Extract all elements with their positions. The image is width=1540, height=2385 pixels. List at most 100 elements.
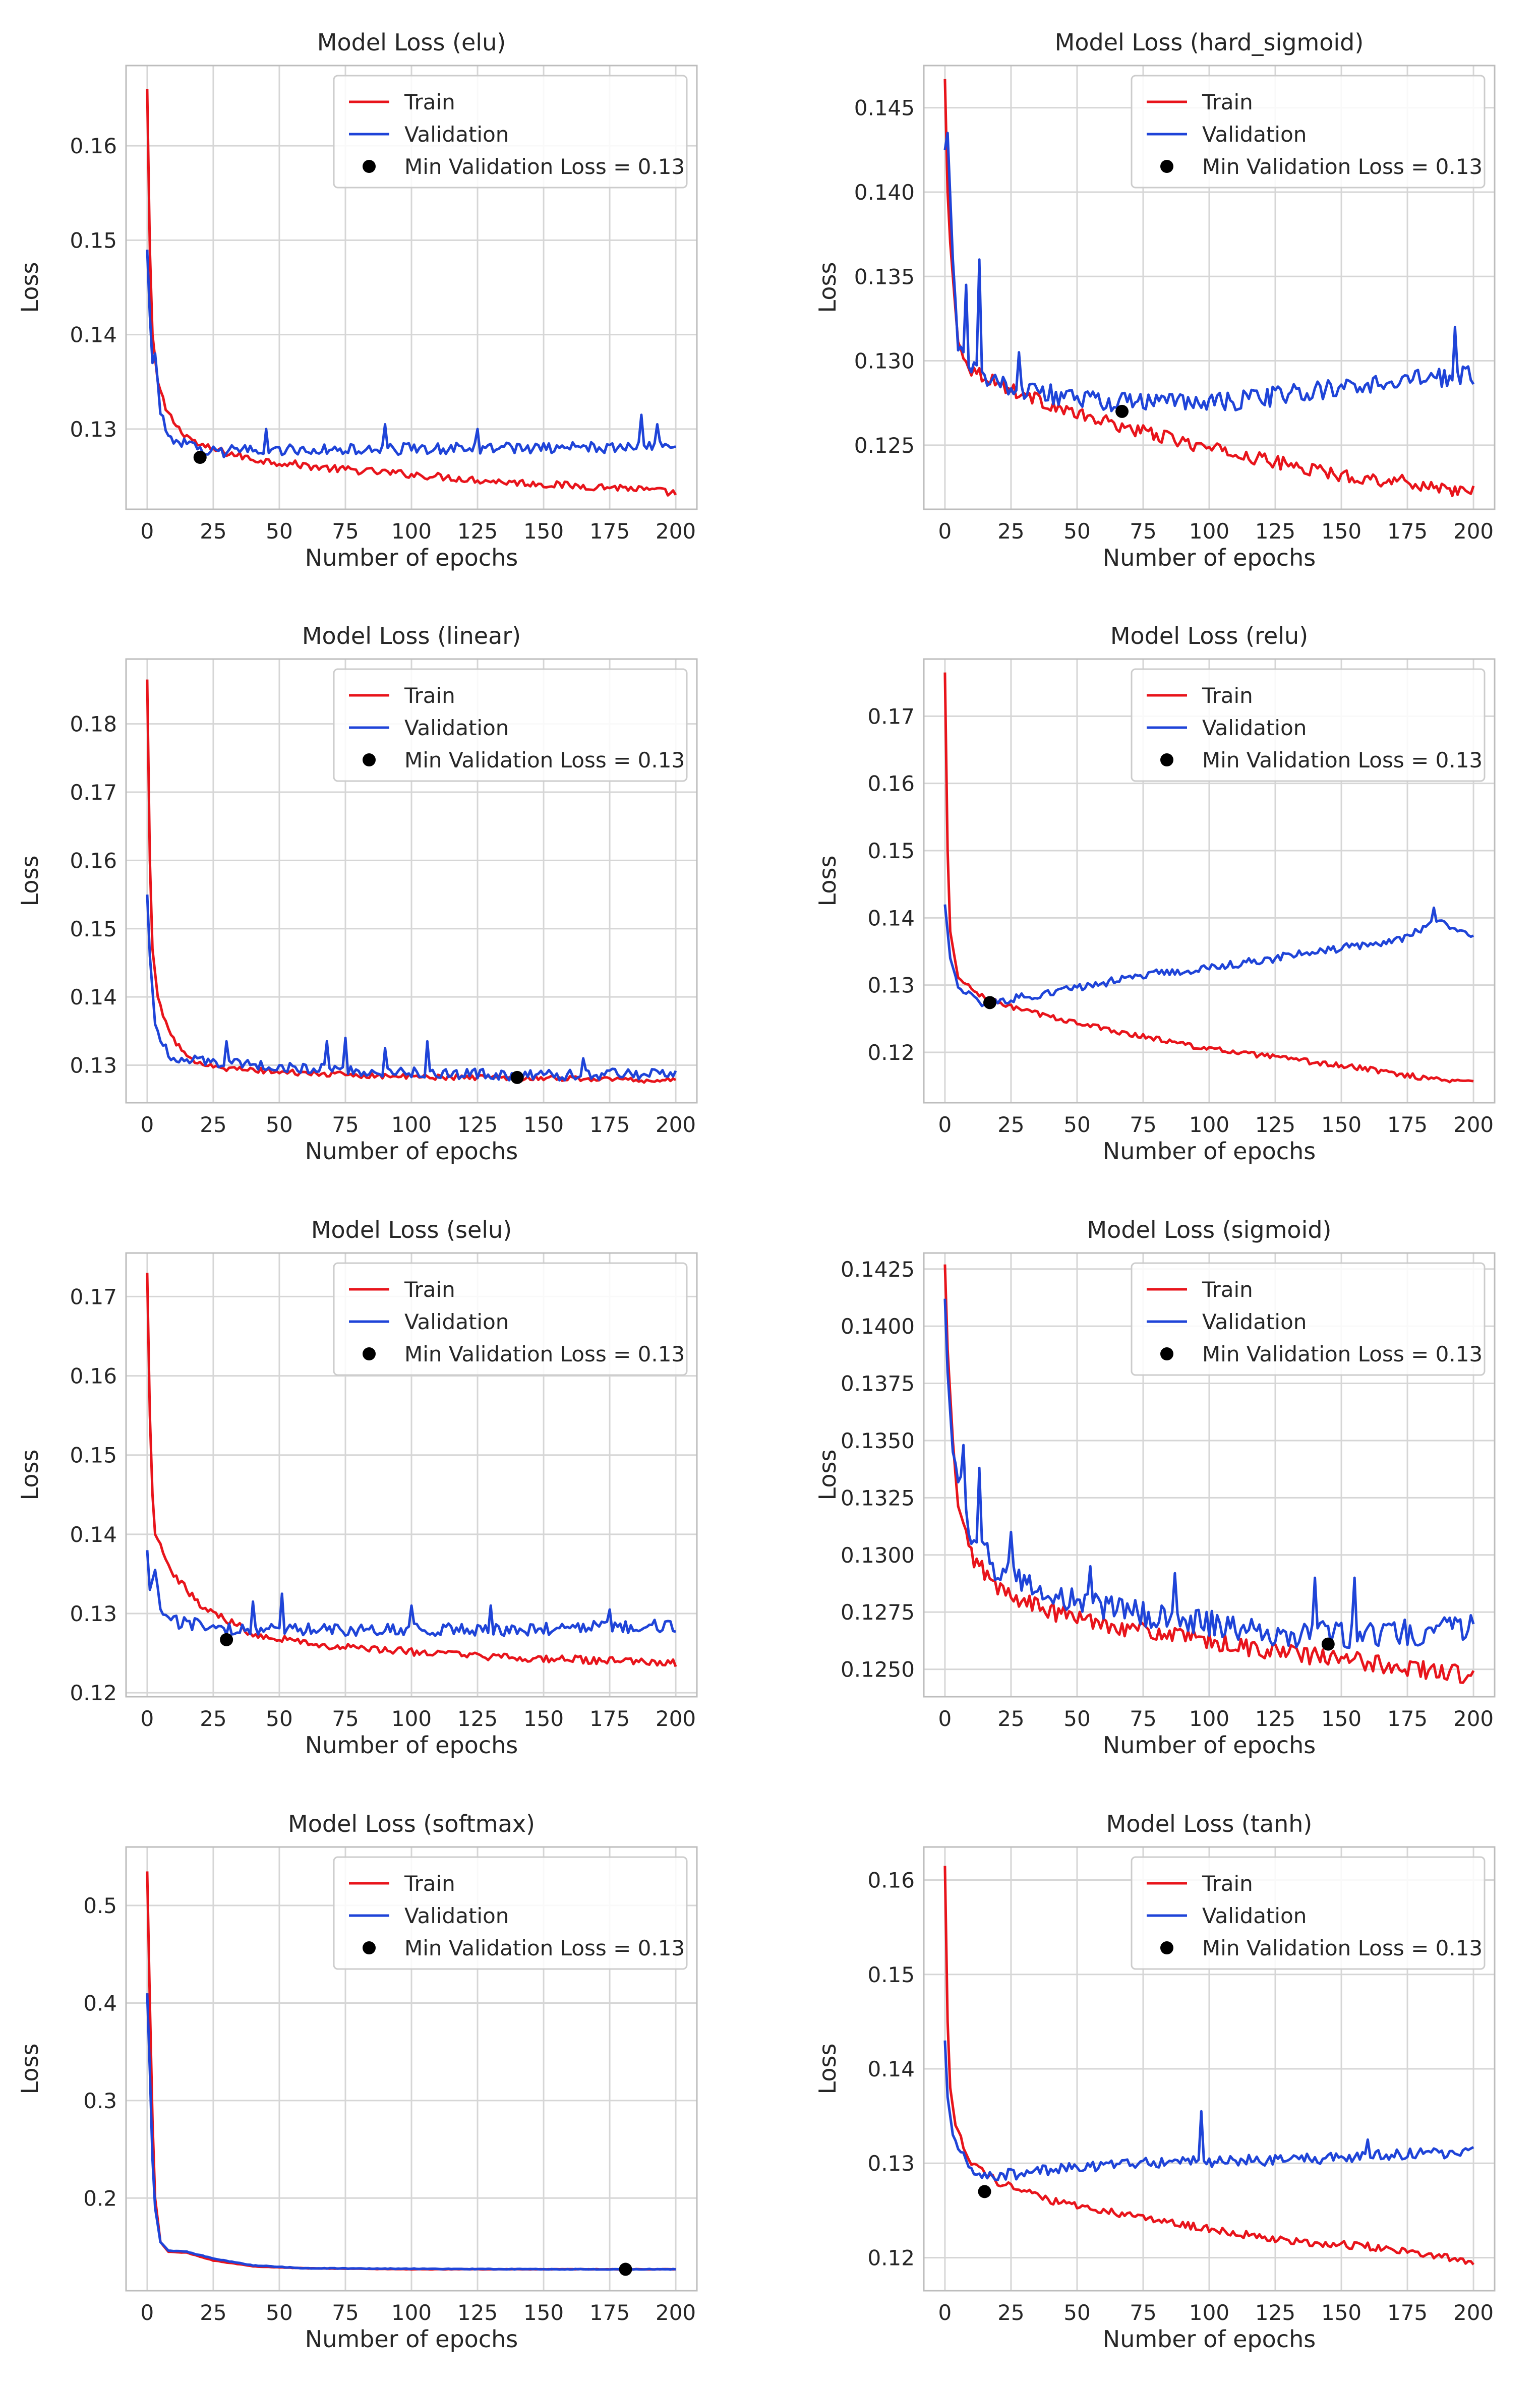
x-tick-label: 25 <box>997 1112 1024 1137</box>
legend-box <box>333 75 688 189</box>
x-tick-label: 125 <box>1255 519 1295 544</box>
y-tick-label: 0.13 <box>70 1053 117 1078</box>
x-tick-label: 150 <box>1321 1706 1361 1731</box>
x-axis-label: Number of epochs <box>305 544 518 571</box>
min-validation-point <box>983 996 997 1009</box>
legend-box <box>333 1856 688 1970</box>
y-tick-label: 0.140 <box>854 180 915 205</box>
x-tick-label: 175 <box>1387 2300 1428 2325</box>
y-tick-label: 0.15 <box>70 917 117 941</box>
y-axis-label: Loss <box>814 262 841 313</box>
plot-frame <box>923 65 1496 510</box>
y-tick-label: 0.1350 <box>841 1428 915 1453</box>
legend-validation-label: Validation <box>404 1309 509 1334</box>
y-axis-label: Loss <box>16 262 43 313</box>
legend-marker-swatch <box>363 1941 376 1954</box>
x-tick-label: 200 <box>1453 519 1494 544</box>
y-tick-label: 0.1250 <box>841 1657 915 1682</box>
plot-frame <box>125 658 698 1104</box>
validation-series-line <box>146 1550 676 1637</box>
x-tick-label: 150 <box>1321 1112 1361 1137</box>
chart-panel: Model Loss (tanh) 0 25 50 75 100 125 150 175 200 0… <box>814 1810 1496 2353</box>
legend-validation-label: Validation <box>404 122 509 147</box>
y-tick-label: 0.17 <box>70 1284 117 1309</box>
validation-series-line <box>943 2040 1474 2181</box>
y-tick-label: 0.1300 <box>841 1543 915 1568</box>
x-tick-label: 75 <box>1130 2300 1156 2325</box>
chart-panel: Model Loss (selu) 0 25 50 75 100 125 150 175 200 0… <box>16 1216 698 1759</box>
x-axis-label: Number of epochs <box>305 1138 518 1165</box>
y-axis-label: Loss <box>814 856 841 907</box>
y-tick-label: 0.16 <box>867 771 915 796</box>
y-tick-label: 0.13 <box>70 417 117 442</box>
legend: Train Validation Min Validation Loss = 0.1… <box>333 1262 688 1376</box>
y-tick-label: 0.125 <box>854 433 915 458</box>
legend-marker-label: Min Validation Loss = 0.13 <box>1202 1342 1483 1366</box>
y-tick-label: 0.145 <box>854 96 915 121</box>
y-tick-label: 0.1400 <box>841 1314 915 1339</box>
train-series-line <box>146 1273 677 1667</box>
x-tick-label: 100 <box>391 1706 432 1731</box>
x-axis-label: Number of epochs <box>1103 1732 1316 1759</box>
legend-marker-label: Min Validation Loss = 0.13 <box>404 1342 685 1366</box>
x-tick-label: 100 <box>1189 2300 1229 2325</box>
chart-title: Model Loss (linear) <box>302 622 521 649</box>
legend-marker-swatch <box>1160 1941 1173 1954</box>
validation-series-line <box>146 894 677 1082</box>
x-tick-label: 0 <box>938 1706 952 1731</box>
x-tick-label: 25 <box>200 1706 226 1731</box>
chart-title: Model Loss (selu) <box>311 1216 512 1243</box>
x-tick-label: 100 <box>391 1112 432 1137</box>
y-tick-label: 0.16 <box>70 134 117 158</box>
legend-validation-label: Validation <box>1202 1903 1307 1928</box>
legend-marker-label: Min Validation Loss = 0.13 <box>1202 1936 1483 1960</box>
train-series-line <box>943 672 1474 1084</box>
x-axis-label: Number of epochs <box>1103 544 1316 571</box>
min-validation-point <box>220 1633 233 1646</box>
x-tick-label: 75 <box>332 1112 359 1137</box>
legend-validation-label: Validation <box>404 1903 509 1928</box>
legend-train-label: Train <box>404 1277 455 1302</box>
x-tick-label: 25 <box>200 519 226 544</box>
y-tick-label: 0.15 <box>70 228 117 253</box>
x-tick-label: 125 <box>457 2300 498 2325</box>
x-tick-label: 25 <box>200 1112 226 1137</box>
chart-panel: Model Loss (softmax) 0 25 50 75 100 125 150 175 2… <box>16 1810 698 2353</box>
plot-frame <box>923 658 1496 1104</box>
legend-marker-swatch <box>363 753 376 766</box>
y-axis-label: Loss <box>16 2044 43 2095</box>
x-tick-label: 75 <box>332 1706 359 1731</box>
legend-box <box>333 1262 688 1376</box>
x-tick-label: 150 <box>523 1112 564 1137</box>
plot-frame <box>923 1846 1496 2292</box>
legend-box <box>1131 668 1486 782</box>
chart-title: Model Loss (sigmoid) <box>1087 1216 1331 1243</box>
x-tick-label: 100 <box>391 2300 432 2325</box>
x-tick-label: 75 <box>1130 1112 1156 1137</box>
train-series-line <box>146 89 677 497</box>
x-tick-label: 200 <box>1453 1112 1494 1137</box>
validation-series-line <box>943 904 1474 1007</box>
x-tick-label: 175 <box>1387 519 1428 544</box>
legend-validation-label: Validation <box>404 716 509 740</box>
x-tick-label: 200 <box>656 519 696 544</box>
y-tick-label: 0.135 <box>854 264 915 289</box>
chart-panel: Model Loss (hard_sigmoid) 0 25 50 75 100 125 15… <box>814 29 1496 571</box>
x-tick-label: 175 <box>589 1112 630 1137</box>
x-tick-label: 125 <box>457 1706 498 1731</box>
x-tick-label: 200 <box>1453 2300 1494 2325</box>
x-axis-label: Number of epochs <box>305 2326 518 2353</box>
x-tick-label: 150 <box>523 2300 564 2325</box>
x-tick-label: 125 <box>1255 1112 1295 1137</box>
x-tick-label: 0 <box>141 1112 154 1137</box>
x-tick-label: 175 <box>1387 1706 1428 1731</box>
plot-frame <box>923 1252 1496 1698</box>
chart-title: Model Loss (hard_sigmoid) <box>1055 29 1364 56</box>
y-tick-label: 0.13 <box>867 973 915 998</box>
x-tick-label: 150 <box>523 1706 564 1731</box>
x-tick-label: 0 <box>141 2300 154 2325</box>
legend-validation-label: Validation <box>1202 1309 1307 1334</box>
x-tick-label: 125 <box>457 1112 498 1137</box>
x-tick-label: 50 <box>1063 1706 1090 1731</box>
y-tick-label: 0.18 <box>70 712 117 737</box>
